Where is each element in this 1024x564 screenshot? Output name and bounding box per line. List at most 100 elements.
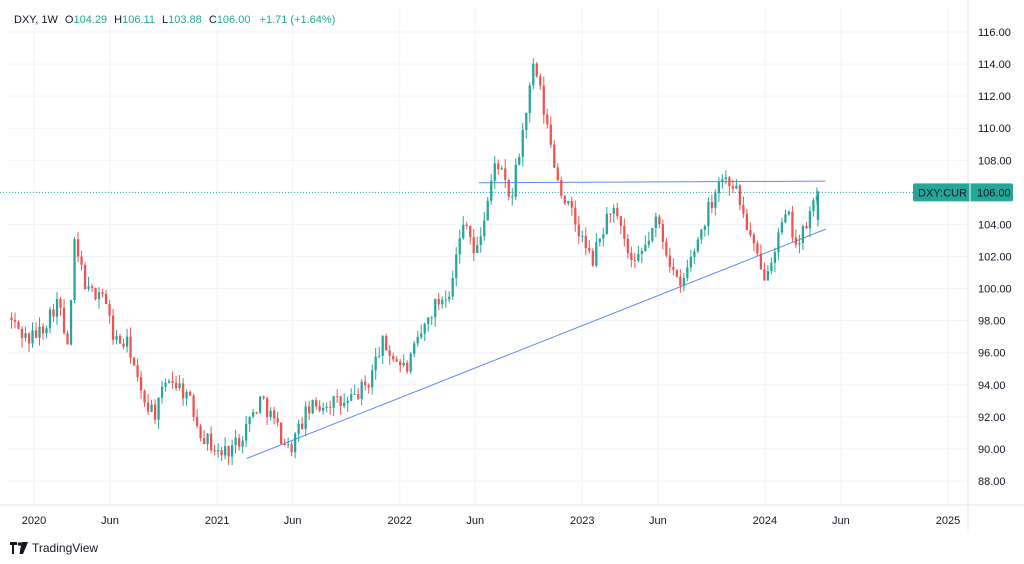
candle <box>406 360 409 374</box>
candle-body <box>724 177 728 180</box>
trendline[interactable] <box>246 228 826 459</box>
candle <box>759 244 763 270</box>
candle-body <box>101 292 104 294</box>
candle-body <box>322 407 325 411</box>
candle <box>213 444 216 456</box>
candle <box>118 333 122 344</box>
candle-body <box>24 333 27 338</box>
candle <box>301 416 304 430</box>
candle <box>563 194 566 206</box>
candle-body <box>294 433 297 453</box>
candle <box>584 227 587 256</box>
candle <box>542 76 545 124</box>
candle <box>385 333 388 351</box>
candle <box>308 400 311 420</box>
candle <box>132 356 136 367</box>
candle-body <box>357 393 360 399</box>
candle <box>490 173 493 205</box>
candle-body <box>437 299 440 305</box>
candle <box>693 248 696 265</box>
candle <box>59 296 62 316</box>
candle-body <box>38 326 41 338</box>
y-tick-label: 116.00 <box>978 27 1011 39</box>
candle-body <box>567 200 570 204</box>
candle <box>234 429 237 454</box>
tradingview-logo[interactable]: TradingView <box>10 541 98 555</box>
candle <box>329 400 332 415</box>
candle-body <box>427 317 430 324</box>
candle-body <box>76 239 80 257</box>
candle-body <box>738 185 742 206</box>
candle-body <box>171 380 174 383</box>
candle-body <box>644 244 647 252</box>
candle <box>66 330 69 345</box>
candle-body <box>598 238 601 243</box>
candle-body <box>801 225 805 244</box>
candle-body <box>581 235 584 237</box>
candle <box>318 400 321 413</box>
candle-body <box>791 211 794 238</box>
candle <box>577 215 580 245</box>
candle <box>654 212 657 238</box>
candle <box>700 228 703 244</box>
candle-body <box>297 423 300 434</box>
candle <box>549 116 552 149</box>
candle <box>556 163 559 182</box>
candle <box>325 402 328 413</box>
candle-body <box>87 286 90 289</box>
candle <box>794 229 798 248</box>
candle <box>276 411 279 427</box>
candle-body <box>262 396 265 399</box>
candle-body <box>381 336 384 356</box>
candle <box>392 352 395 363</box>
candle-body <box>255 412 258 414</box>
candle-body <box>122 343 125 347</box>
legend-interval: 1W <box>41 14 58 26</box>
trendline[interactable] <box>478 180 826 184</box>
legend-open-value: 104.29 <box>73 14 108 26</box>
candle-body <box>521 129 524 157</box>
candle <box>416 330 419 347</box>
candle-body <box>584 235 587 249</box>
legend-close-value: 106.00 <box>216 14 251 26</box>
candle <box>798 234 801 254</box>
candle-body <box>164 382 167 387</box>
candle-body <box>199 425 202 439</box>
candle <box>507 179 510 201</box>
candle <box>258 395 262 415</box>
candle-body <box>455 254 458 278</box>
candle-body <box>230 445 234 457</box>
candle-body <box>62 307 66 334</box>
candle <box>206 433 209 451</box>
y-tick-label: 114.00 <box>978 59 1011 71</box>
candle <box>427 317 430 332</box>
candle-body <box>287 444 290 446</box>
tradingview-logo-icon <box>10 542 28 554</box>
candle-body <box>535 63 538 77</box>
candle-body <box>773 252 777 263</box>
candle-body <box>265 398 269 417</box>
y-tick-label: 94.00 <box>978 380 1006 392</box>
candle <box>164 378 167 392</box>
candle <box>808 206 812 238</box>
x-tick-label: 2024 <box>753 515 777 527</box>
candle <box>97 287 101 309</box>
candle-body <box>178 383 181 389</box>
candle <box>346 396 349 413</box>
candle <box>539 73 542 90</box>
legend-high-label: H <box>114 14 123 26</box>
candle <box>17 320 20 330</box>
candle <box>55 292 59 325</box>
candle <box>668 247 671 273</box>
candle-body <box>444 299 447 301</box>
candle-body <box>34 330 38 338</box>
legend-symbol: DXY <box>14 14 36 26</box>
candle-body <box>563 195 566 204</box>
candle-body <box>532 63 535 86</box>
candle <box>528 82 531 123</box>
candle-body <box>409 353 412 372</box>
candle <box>178 374 181 391</box>
candle <box>122 338 125 350</box>
candle <box>710 194 714 214</box>
